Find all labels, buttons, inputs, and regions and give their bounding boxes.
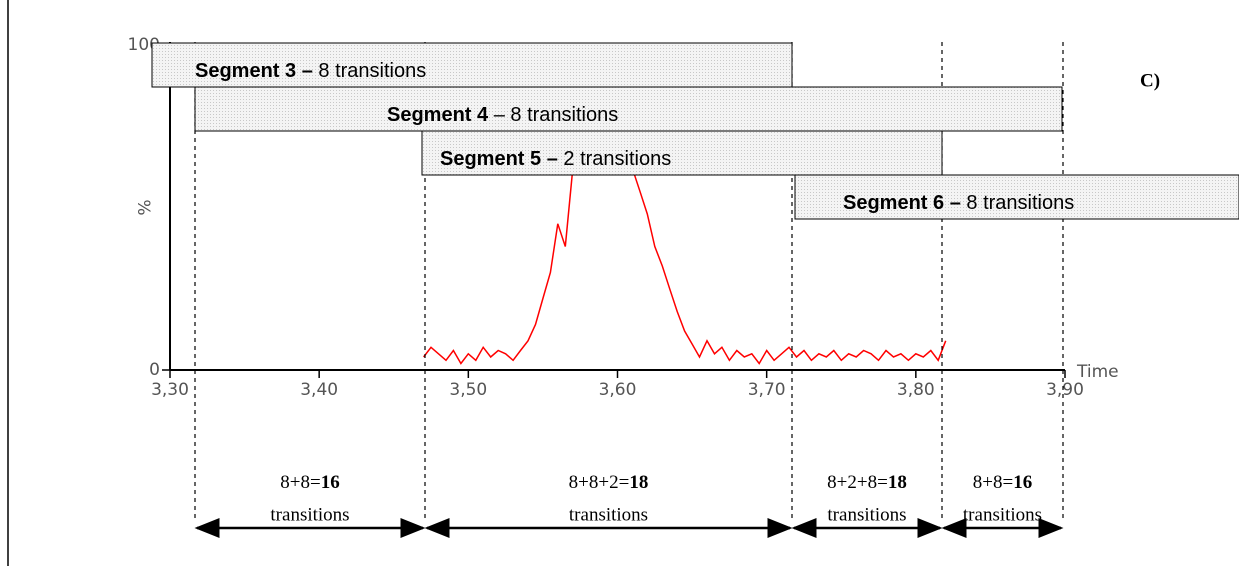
segment-name: Segment 3 – [195,60,313,82]
window-total: 18 [888,472,907,493]
x-axis-label: Time [1076,362,1119,382]
x-tick-label: 3,90 [1046,380,1084,400]
x-tick-label: 3,40 [300,380,338,400]
segment-count: – 8 transitions [488,104,618,126]
window-total: 16 [321,472,340,493]
segment-name: Segment 4 [387,104,489,126]
window-expr: 8+8= [280,472,320,493]
window-unit: transitions [569,504,648,525]
window-sum: 8+2+8=18 [827,472,907,493]
x-tick-label: 3,60 [599,380,637,400]
window-sum: 8+8=16 [280,472,339,493]
data-line [423,83,947,365]
segment-name: Segment 6 – [843,192,961,214]
segment-label: Segment 4 – 8 transitions [387,104,618,126]
segment-name: Segment 5 – [440,148,558,170]
segment-count: 8 transitions [961,192,1074,214]
segment-label: Segment 3 – 8 transitions [195,60,426,82]
segment-label: Segment 5 – 2 transitions [440,148,671,170]
segment-box [794,174,1239,220]
x-tick-label: 3,80 [897,380,935,400]
x-tick-label: 3,30 [151,380,189,400]
window-sum: 8+8=16 [973,472,1032,493]
window-unit: transitions [270,504,349,525]
segment-count: 8 transitions [313,60,426,82]
segment-count: 2 transitions [558,148,671,170]
segment-label: Segment 6 – 8 transitions [843,192,1074,214]
segment-box [151,42,793,88]
window-unit: transitions [963,504,1042,525]
window-unit: transitions [827,504,906,525]
window-expr: 8+8+2= [569,472,630,493]
y-tick-label: 0 [149,360,160,380]
window-total: 16 [1013,472,1032,493]
panel-label: C) [1140,70,1160,91]
window-expr: 8+2+8= [827,472,888,493]
x-tick-label: 3,50 [449,380,487,400]
segment-box [194,86,1063,132]
window-expr: 8+8= [973,472,1013,493]
x-tick-label: 3,70 [748,380,786,400]
window-total: 18 [629,472,648,493]
window-sum: 8+8+2=18 [569,472,649,493]
y-axis-label: % [133,199,153,215]
segment-box [421,130,943,176]
